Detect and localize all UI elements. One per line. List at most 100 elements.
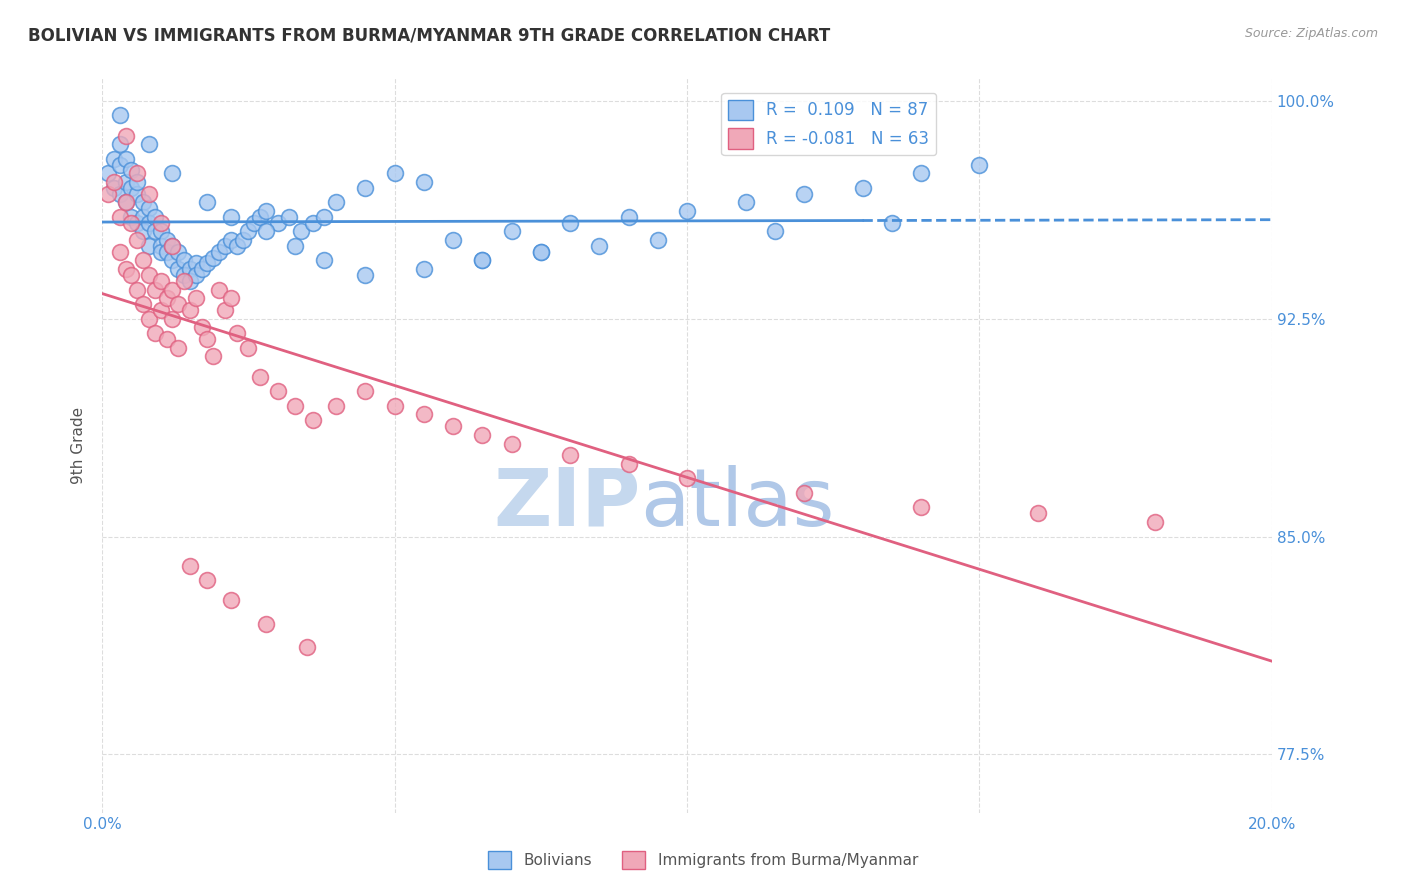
Point bbox=[301, 216, 323, 230]
Point bbox=[676, 204, 699, 219]
Point bbox=[202, 350, 225, 364]
Point bbox=[143, 210, 166, 224]
Point bbox=[127, 186, 149, 201]
Text: atlas: atlas bbox=[640, 465, 835, 543]
Point bbox=[214, 302, 236, 317]
Point bbox=[354, 384, 377, 399]
Point bbox=[132, 195, 155, 210]
Point bbox=[354, 268, 377, 282]
Point bbox=[910, 500, 932, 515]
Point bbox=[249, 369, 271, 384]
Point bbox=[149, 244, 172, 259]
Point bbox=[197, 195, 219, 210]
Point bbox=[325, 399, 347, 413]
Point bbox=[149, 216, 172, 230]
Point bbox=[162, 283, 184, 297]
Point bbox=[162, 166, 184, 180]
Point bbox=[132, 210, 155, 224]
Point bbox=[103, 175, 125, 189]
Point bbox=[138, 268, 160, 282]
Point bbox=[108, 108, 131, 122]
Point bbox=[238, 341, 260, 355]
Point bbox=[155, 233, 177, 247]
Point bbox=[202, 251, 225, 265]
Legend: Bolivians, Immigrants from Burma/Myanmar: Bolivians, Immigrants from Burma/Myanmar bbox=[482, 845, 924, 875]
Point bbox=[441, 419, 464, 434]
Point bbox=[219, 233, 242, 247]
Point bbox=[266, 384, 288, 399]
Point bbox=[179, 262, 201, 277]
Point bbox=[143, 326, 166, 340]
Point bbox=[851, 181, 873, 195]
Point bbox=[149, 224, 172, 238]
Point bbox=[384, 399, 406, 413]
Point bbox=[127, 175, 149, 189]
Point bbox=[162, 311, 184, 326]
Point bbox=[501, 436, 523, 450]
Point bbox=[132, 253, 155, 268]
Point bbox=[127, 233, 149, 247]
Point bbox=[179, 274, 201, 288]
Point bbox=[114, 175, 136, 189]
Point bbox=[219, 593, 242, 607]
Point bbox=[173, 274, 195, 288]
Point bbox=[97, 186, 120, 201]
Point bbox=[138, 239, 160, 253]
Point bbox=[617, 210, 640, 224]
Point bbox=[108, 244, 131, 259]
Point bbox=[243, 216, 266, 230]
Point bbox=[167, 262, 190, 277]
Point bbox=[120, 216, 142, 230]
Point bbox=[114, 195, 136, 210]
Point bbox=[162, 239, 184, 253]
Point bbox=[214, 239, 236, 253]
Point bbox=[354, 181, 377, 195]
Point bbox=[114, 195, 136, 210]
Point bbox=[162, 239, 184, 253]
Point bbox=[588, 239, 610, 253]
Point bbox=[197, 573, 219, 587]
Text: BOLIVIAN VS IMMIGRANTS FROM BURMA/MYANMAR 9TH GRADE CORRELATION CHART: BOLIVIAN VS IMMIGRANTS FROM BURMA/MYANMA… bbox=[28, 27, 831, 45]
Point bbox=[384, 166, 406, 180]
Point bbox=[167, 341, 190, 355]
Point bbox=[173, 268, 195, 282]
Point bbox=[149, 239, 172, 253]
Point bbox=[190, 262, 212, 277]
Point bbox=[558, 216, 581, 230]
Point bbox=[412, 175, 434, 189]
Point bbox=[530, 244, 553, 259]
Point bbox=[617, 457, 640, 471]
Point bbox=[149, 274, 172, 288]
Point bbox=[254, 204, 277, 219]
Point bbox=[143, 224, 166, 238]
Point bbox=[254, 224, 277, 238]
Point bbox=[910, 166, 932, 180]
Point bbox=[155, 244, 177, 259]
Point bbox=[793, 186, 815, 201]
Point bbox=[208, 244, 231, 259]
Point bbox=[162, 253, 184, 268]
Point bbox=[155, 332, 177, 346]
Point bbox=[132, 297, 155, 311]
Point bbox=[138, 311, 160, 326]
Point bbox=[173, 253, 195, 268]
Y-axis label: 9th Grade: 9th Grade bbox=[72, 407, 86, 483]
Point bbox=[108, 186, 131, 201]
Point bbox=[167, 244, 190, 259]
Point bbox=[284, 399, 307, 413]
Point bbox=[149, 302, 172, 317]
Point bbox=[530, 244, 553, 259]
Point bbox=[219, 291, 242, 305]
Point bbox=[880, 216, 903, 230]
Point bbox=[179, 558, 201, 573]
Point bbox=[143, 283, 166, 297]
Point bbox=[108, 137, 131, 152]
Point bbox=[138, 186, 160, 201]
Point bbox=[969, 158, 991, 172]
Point bbox=[97, 166, 120, 180]
Text: ZIP: ZIP bbox=[494, 465, 640, 543]
Point bbox=[138, 216, 160, 230]
Point bbox=[127, 216, 149, 230]
Point bbox=[290, 224, 312, 238]
Point bbox=[127, 283, 149, 297]
